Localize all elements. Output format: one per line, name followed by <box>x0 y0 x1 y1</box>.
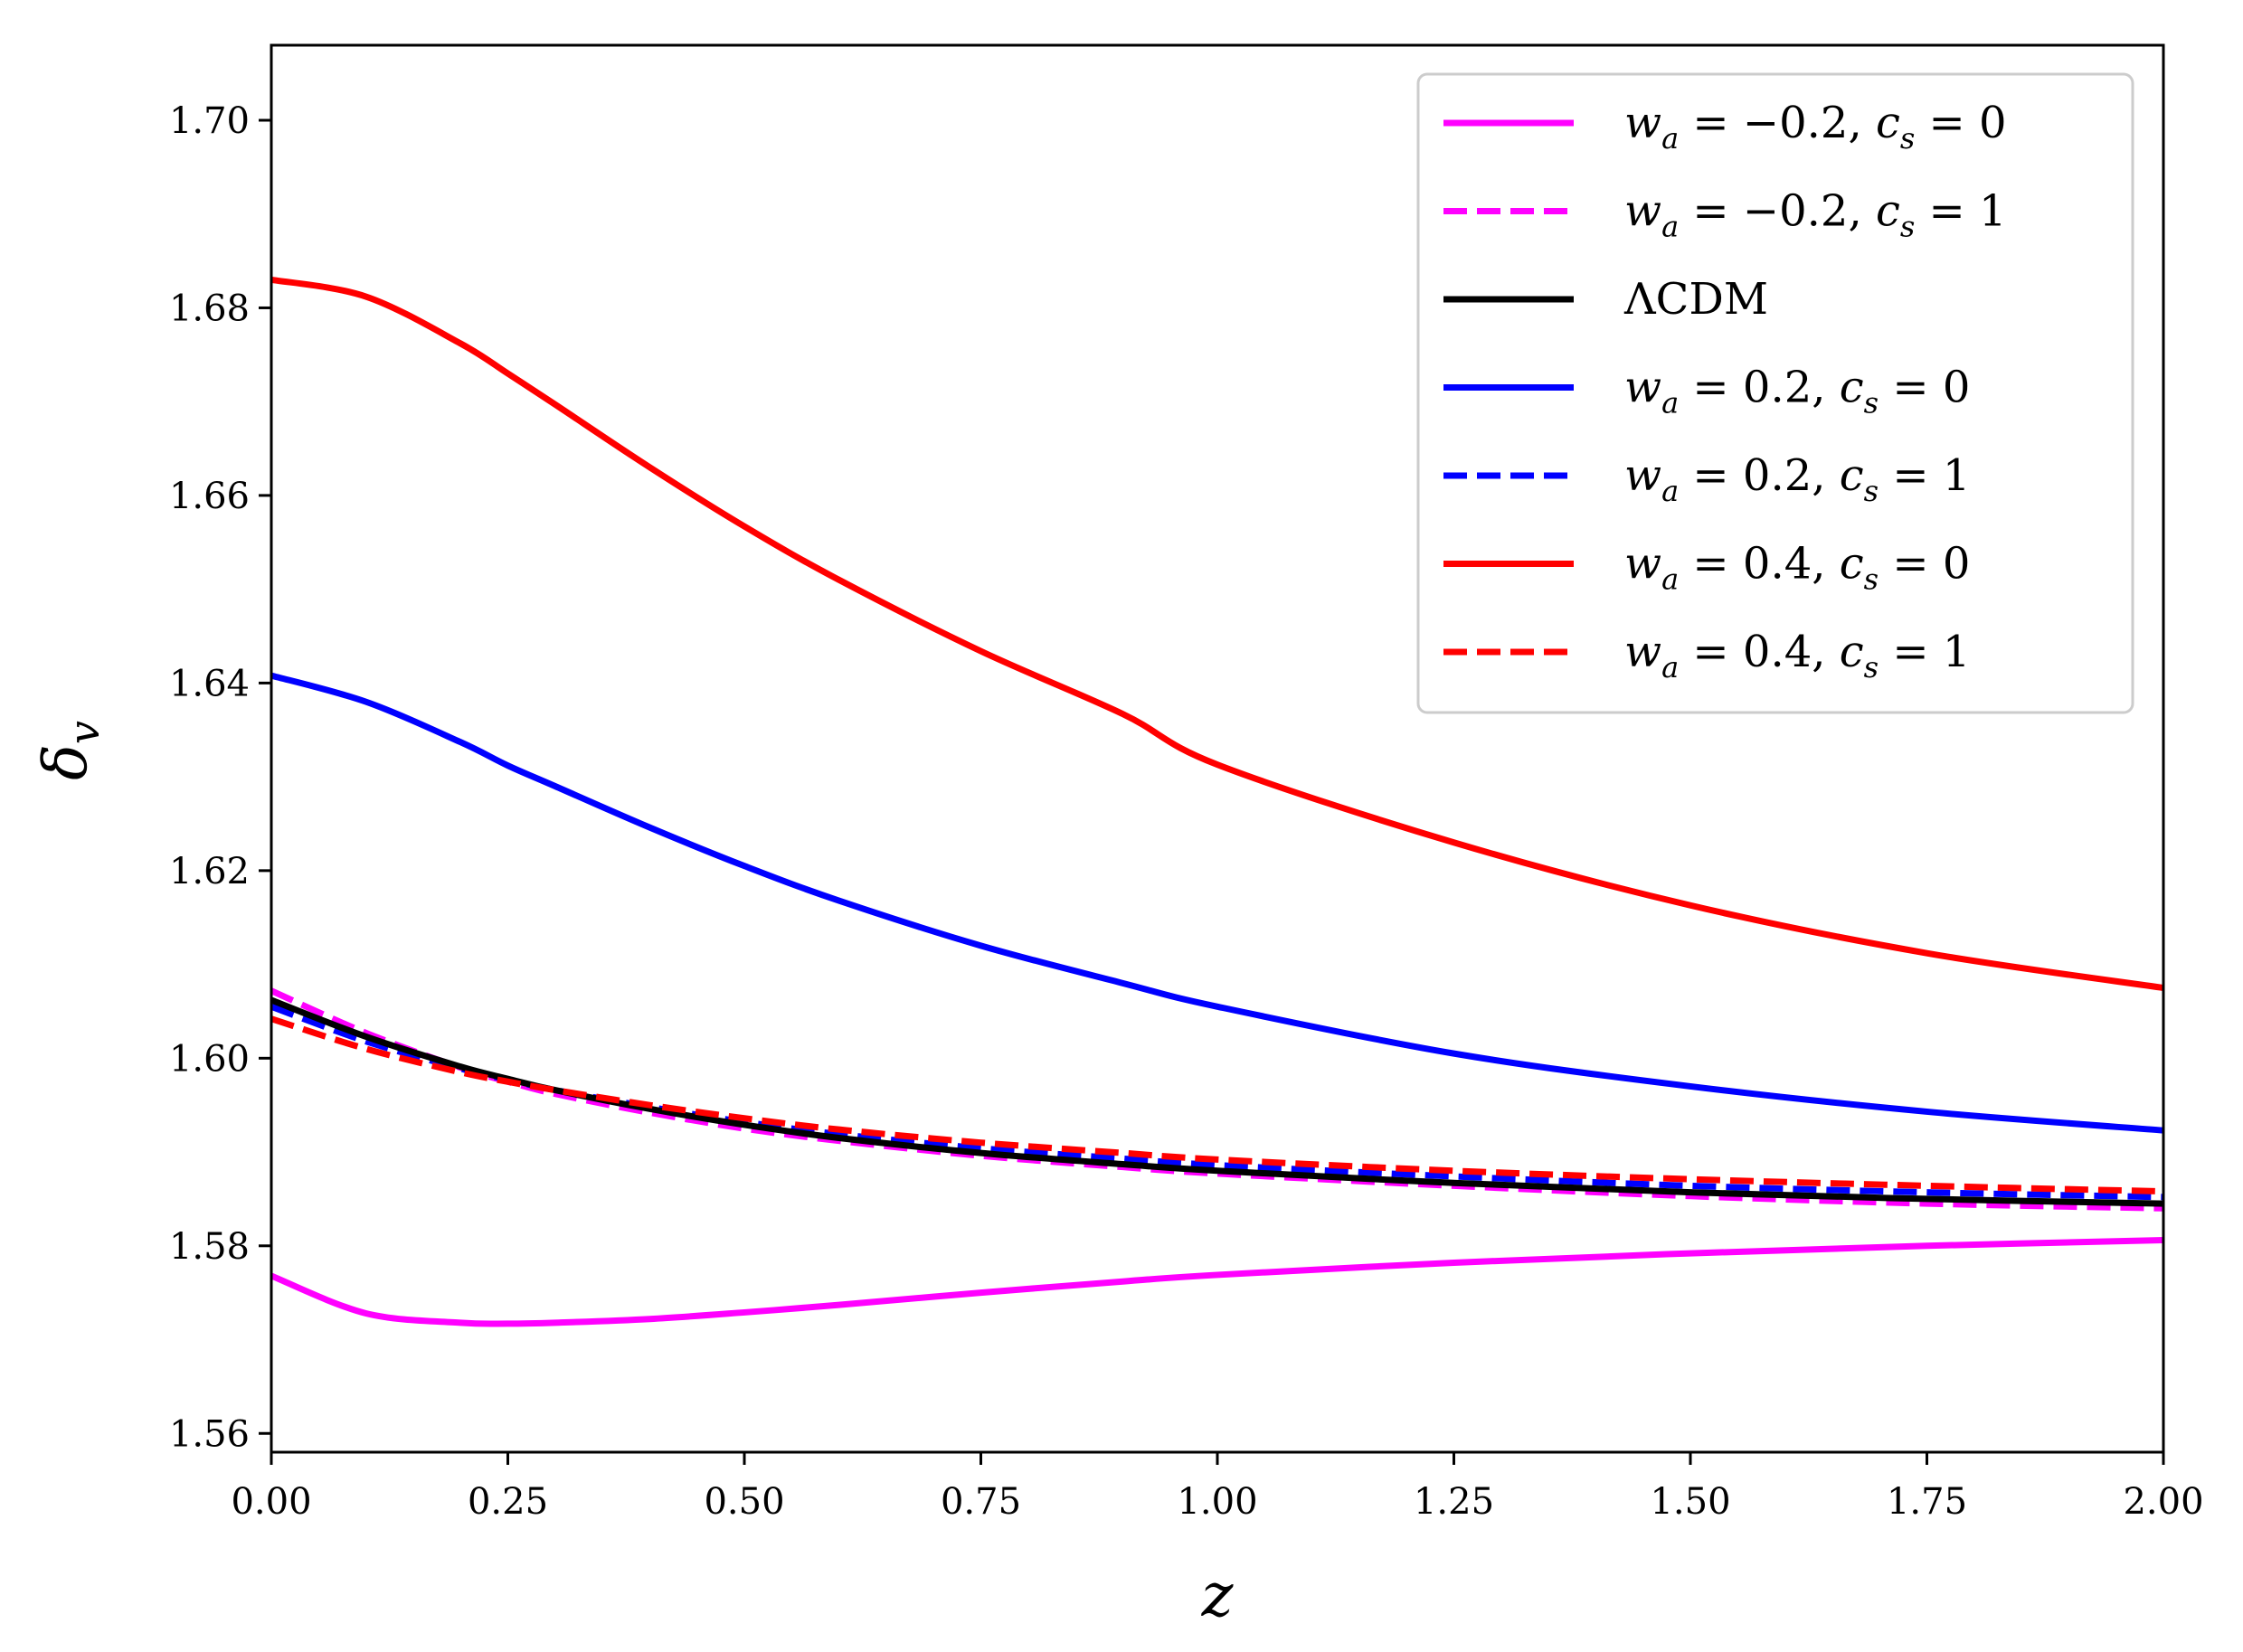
legend-label-7: wa = 0.4, cs = 1 <box>1624 627 1970 684</box>
x-tick-label: 1.25 <box>1414 1481 1494 1523</box>
legend-box <box>1416 72 2134 714</box>
legend-label-5: wa = 0.2, cs = 1 <box>1624 450 1970 508</box>
series-line-4-wa-0-2-cs-0 <box>271 672 2163 1134</box>
y-tick-label: 1.62 <box>169 851 250 892</box>
legend-label-3: ΛCDM <box>1623 274 1768 325</box>
y-tick-label: 1.66 <box>169 476 250 517</box>
x-tick-label: 1.50 <box>1650 1481 1730 1523</box>
y-tick-label: 1.70 <box>169 100 250 142</box>
x-axis-ticks: 0.00 0.25 0.50 0.75 1.00 1.25 1.50 1.75 2.00 <box>231 1452 2204 1523</box>
series-line-1-wa-0-2-cs-0 <box>271 1237 2163 1327</box>
x-tick-label: 0.75 <box>941 1481 1021 1523</box>
x-axis-label: z <box>1201 1561 1235 1630</box>
series-line-6-wa-0-4-cs-0 <box>271 276 2163 991</box>
legend-label-1: wa = −0.2, cs = 0 <box>1624 98 2007 156</box>
series-line-3-cdm <box>271 996 2163 1207</box>
legend-label-4: wa = 0.2, cs = 0 <box>1624 363 1970 420</box>
legend: wa = −0.2, cs = 0 wa = −0.2, cs = 1 ΛCDM wa… <box>1416 72 2134 714</box>
x-tick-label: 0.50 <box>704 1481 784 1523</box>
y-tick-label: 1.68 <box>169 288 250 329</box>
legend-label-6: wa = 0.4, cs = 0 <box>1624 539 1970 597</box>
legend-items: wa = −0.2, cs = 0 wa = −0.2, cs = 1 ΛCDM wa… <box>1443 98 2007 684</box>
x-tick-label: 1.75 <box>1887 1481 1967 1523</box>
y-axis-label: δv <box>31 721 109 780</box>
x-tick-label: 0.00 <box>231 1481 311 1523</box>
x-tick-label: 0.25 <box>468 1481 548 1523</box>
y-tick-label: 1.60 <box>169 1038 250 1080</box>
series-lines-layer <box>271 276 2163 1327</box>
legend-label-2: wa = −0.2, cs = 1 <box>1624 186 2007 244</box>
y-tick-label: 1.58 <box>169 1226 250 1268</box>
series-line-2-wa-0-2-cs-1 <box>271 987 2163 1212</box>
y-tick-label: 1.56 <box>169 1413 250 1455</box>
series-line-7-wa-0-4-cs-1 <box>271 1015 2163 1195</box>
x-tick-label: 1.00 <box>1177 1481 1257 1523</box>
y-axis-ticks: 1.56 1.58 1.60 1.62 1.64 1.66 1.68 1.70 <box>169 100 271 1455</box>
x-tick-label: 2.00 <box>2123 1481 2203 1523</box>
y-tick-label: 1.64 <box>169 663 250 704</box>
